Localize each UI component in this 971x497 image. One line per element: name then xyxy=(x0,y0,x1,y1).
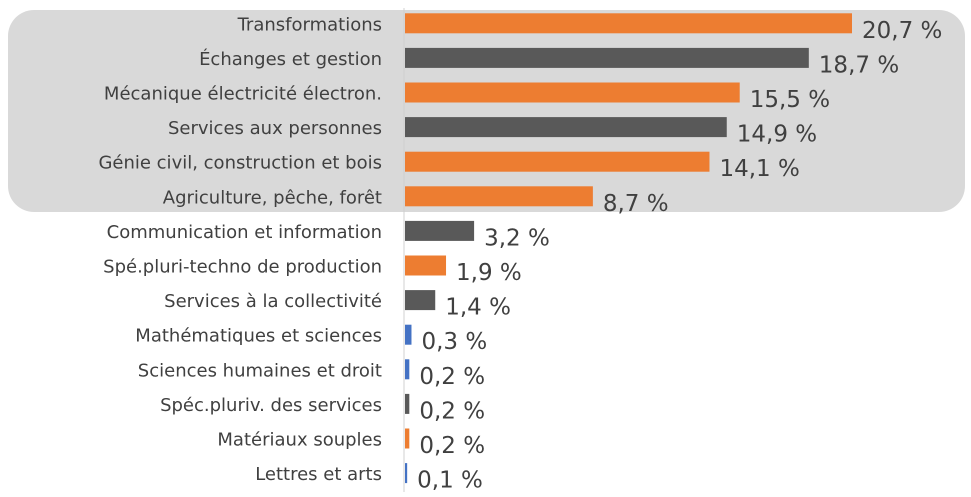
bar xyxy=(405,82,740,103)
category-label: Spéc.pluriv. des services xyxy=(160,395,382,416)
bar xyxy=(405,324,412,345)
value-label: 1,4 % xyxy=(445,295,511,321)
bar xyxy=(405,117,727,138)
bar xyxy=(405,290,436,311)
bar xyxy=(405,151,710,172)
value-label: 0,2 % xyxy=(419,433,485,459)
value-label: 0,2 % xyxy=(419,398,485,424)
category-label: Lettres et arts xyxy=(255,464,382,485)
bar xyxy=(405,393,410,414)
value-label: 14,1 % xyxy=(719,156,799,182)
category-label: Sciences humaines et droit xyxy=(138,360,382,381)
bar xyxy=(405,220,475,241)
category-label: Matériaux souples xyxy=(217,430,382,451)
value-label: 15,5 % xyxy=(750,87,830,113)
value-label: 0,3 % xyxy=(421,329,487,355)
value-label: 14,9 % xyxy=(737,122,817,148)
bar xyxy=(405,13,852,34)
value-label: 0,1 % xyxy=(417,468,483,494)
bar xyxy=(405,463,408,484)
bar xyxy=(405,186,593,207)
category-label: Services à la collectivité xyxy=(164,291,382,312)
value-label: 1,9 % xyxy=(456,260,522,286)
bar xyxy=(405,255,447,276)
value-label: 8,7 % xyxy=(603,191,669,217)
bar xyxy=(405,47,809,68)
category-label: Services aux personnes xyxy=(168,118,382,139)
category-label: Mécanique électricité électron. xyxy=(104,84,382,105)
category-label: Spé.pluri-techno de production xyxy=(103,257,382,278)
bar xyxy=(405,428,410,449)
category-label: Génie civil, construction et bois xyxy=(98,153,382,174)
value-label: 0,2 % xyxy=(419,364,485,390)
bar xyxy=(405,359,410,380)
category-label: Échanges et gestion xyxy=(199,48,382,70)
category-label: Communication et information xyxy=(107,222,382,243)
value-label: 18,7 % xyxy=(819,52,899,78)
value-label: 20,7 % xyxy=(862,18,942,44)
value-label: 3,2 % xyxy=(484,225,550,251)
category-label: Agriculture, pêche, forêt xyxy=(163,187,382,208)
category-label: Mathématiques et sciences xyxy=(135,326,382,347)
category-label: Transformations xyxy=(237,14,382,35)
